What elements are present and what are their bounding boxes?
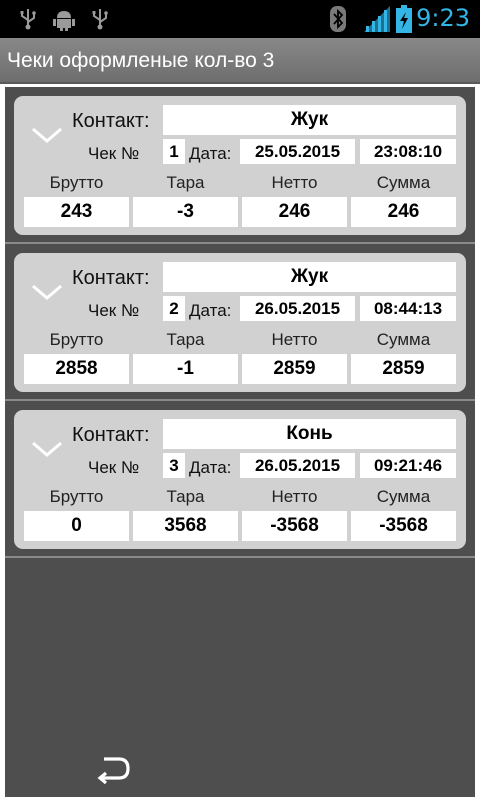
date-value: 25.05.2015 (240, 139, 355, 164)
page-title: Чеки оформленые кол-во 3 (7, 49, 275, 72)
check-card[interactable]: Контакт: Жук Чек № 2 Дата: 26.05.2015 08… (14, 253, 466, 392)
battery-charging-icon (396, 5, 412, 33)
date-value: 26.05.2015 (240, 453, 355, 478)
clock: 9:23 (416, 4, 470, 32)
content: Контакт: Жук Чек № 1 Дата: 25.05.2015 23… (0, 84, 480, 800)
sum-label: Сумма (376, 487, 431, 506)
check-list[interactable]: Контакт: Жук Чек № 1 Дата: 25.05.2015 23… (5, 87, 475, 797)
check-card[interactable]: Контакт: Конь Чек № 3 Дата: 26.05.2015 0… (14, 410, 466, 549)
android-debug-icon (53, 11, 75, 31)
net-label: Нетто (271, 487, 318, 506)
list-item[interactable]: Контакт: Жук Чек № 2 Дата: 26.05.2015 08… (5, 244, 475, 401)
sum-label: Сумма (376, 173, 431, 192)
date-label: Дата: (189, 144, 232, 163)
time-value: 08:44:13 (360, 296, 456, 321)
net-label: Нетто (271, 173, 318, 192)
contact-value: Жук (163, 262, 456, 292)
check-number-value: 2 (163, 296, 185, 321)
chevron-down-icon[interactable] (30, 281, 64, 303)
net-value: 2859 (242, 354, 347, 384)
gross-value: 243 (24, 197, 129, 227)
tare-value: 3568 (133, 511, 238, 541)
contact-label: Контакт: (72, 267, 150, 289)
contact-value: Конь (163, 419, 456, 449)
check-number-label: Чек № (88, 144, 140, 163)
contact-value: Жук (163, 105, 456, 135)
tare-label: Тара (166, 487, 205, 506)
date-label: Дата: (189, 458, 232, 477)
net-value: 246 (242, 197, 347, 227)
title-bar: Чеки оформленые кол-во 3 (0, 38, 480, 84)
date-value: 26.05.2015 (240, 296, 355, 321)
contact-label: Контакт: (72, 424, 150, 446)
gross-label: Брутто (49, 173, 104, 192)
back-icon[interactable] (95, 754, 131, 784)
status-bar: 9:23 (0, 0, 480, 38)
time-value: 09:21:46 (360, 453, 456, 478)
tare-label: Тара (166, 173, 205, 192)
chevron-down-icon[interactable] (30, 124, 64, 146)
signal-icon (364, 6, 390, 32)
tare-label: Тара (166, 330, 205, 349)
check-number-label: Чек № (88, 458, 140, 477)
gross-label: Брутто (49, 330, 104, 349)
date-label: Дата: (189, 301, 232, 320)
gross-label: Брутто (49, 487, 104, 506)
check-number-label: Чек № (88, 301, 140, 320)
sum-value: 2859 (351, 354, 456, 384)
sum-value: 246 (351, 197, 456, 227)
tare-value: -3 (133, 197, 238, 227)
gross-value: 0 (24, 511, 129, 541)
net-value: -3568 (242, 511, 347, 541)
list-item[interactable]: Контакт: Конь Чек № 3 Дата: 26.05.2015 0… (5, 401, 475, 558)
gross-value: 2858 (24, 354, 129, 384)
list-item[interactable]: Контакт: Жук Чек № 1 Дата: 25.05.2015 23… (5, 87, 475, 244)
tare-value: -1 (133, 354, 238, 384)
contact-label: Контакт: (72, 110, 150, 132)
check-number-value: 3 (163, 453, 185, 478)
usb-icon (92, 9, 108, 30)
chevron-down-icon[interactable] (30, 438, 64, 460)
sum-label: Сумма (376, 330, 431, 349)
net-label: Нетто (271, 330, 318, 349)
check-card[interactable]: Контакт: Жук Чек № 1 Дата: 25.05.2015 23… (14, 96, 466, 235)
time-value: 23:08:10 (360, 139, 456, 164)
check-number-value: 1 (163, 139, 185, 164)
sum-value: -3568 (351, 511, 456, 541)
bluetooth-icon (330, 6, 346, 32)
usb-icon (20, 9, 36, 30)
